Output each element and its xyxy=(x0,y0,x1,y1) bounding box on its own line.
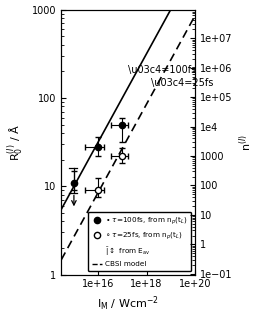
Legend: $\bullet$ $\tau$=100fs, from n$_p$(t$_L$), $\circ$ $\tau$=25fs, from n$_p$(t$_L$: $\bullet$ $\tau$=100fs, from n$_p$(t$_L$… xyxy=(88,212,191,271)
Text: \u03c4=100fs: \u03c4=100fs xyxy=(128,65,197,75)
Y-axis label: R$_0^{(I)}$ / Å: R$_0^{(I)}$ / Å xyxy=(5,124,26,160)
Text: \u03c4=25fs: \u03c4=25fs xyxy=(151,78,213,88)
Y-axis label: n$^{(I)}$: n$^{(I)}$ xyxy=(238,134,255,151)
X-axis label: I$_{\rm M}$ / Wcm$^{-2}$: I$_{\rm M}$ / Wcm$^{-2}$ xyxy=(97,295,159,314)
